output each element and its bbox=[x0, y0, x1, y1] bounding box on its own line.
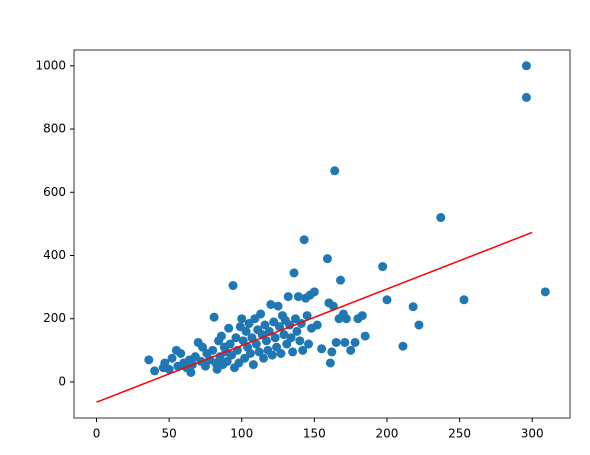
scatter-point bbox=[378, 262, 388, 272]
scatter-point bbox=[327, 347, 337, 357]
y-tick-label: 0 bbox=[58, 374, 66, 388]
scatter-point bbox=[540, 287, 550, 297]
scatter-point bbox=[248, 360, 258, 370]
scatter-point bbox=[382, 295, 392, 305]
scatter-point bbox=[261, 336, 271, 346]
scatter-point bbox=[245, 349, 255, 359]
scatter-point bbox=[200, 361, 210, 371]
scatter-point bbox=[317, 344, 327, 354]
scatter-point bbox=[398, 341, 408, 351]
scatter-point bbox=[331, 337, 341, 347]
scatter-point bbox=[209, 312, 219, 322]
scatter-point bbox=[293, 292, 303, 302]
scatter-point bbox=[270, 333, 280, 343]
scatter-point bbox=[304, 339, 314, 349]
scatter-point bbox=[357, 311, 367, 321]
y-tick-label: 600 bbox=[43, 185, 66, 199]
scatter-point bbox=[341, 314, 351, 324]
scatter-point bbox=[408, 302, 418, 312]
scatter-point bbox=[298, 345, 308, 355]
scatter-point bbox=[283, 292, 293, 302]
scatter-point bbox=[198, 342, 208, 352]
scatter-point bbox=[350, 337, 360, 347]
scatter-point bbox=[228, 281, 238, 291]
scatter-point bbox=[144, 355, 154, 365]
scatter-point bbox=[309, 287, 319, 297]
scatter-point bbox=[247, 333, 257, 343]
x-tick-label: 200 bbox=[376, 427, 399, 441]
scatter-point bbox=[346, 345, 356, 355]
scatter-point bbox=[275, 322, 285, 332]
scatter-point bbox=[459, 295, 469, 305]
y-tick-label: 1000 bbox=[35, 58, 66, 72]
scatter-point bbox=[288, 347, 298, 357]
scatter-point bbox=[292, 326, 302, 336]
scatter-point bbox=[436, 213, 446, 223]
scatter-point bbox=[286, 333, 296, 343]
scatter-point bbox=[237, 314, 247, 324]
scatter-point bbox=[266, 300, 276, 310]
x-tick-label: 50 bbox=[161, 427, 176, 441]
scatter-point bbox=[160, 358, 170, 368]
scatter-point bbox=[273, 301, 283, 311]
x-tick-label: 100 bbox=[230, 427, 253, 441]
scatter-point bbox=[222, 356, 232, 366]
x-tick-label: 250 bbox=[448, 427, 471, 441]
scatter-point bbox=[360, 331, 370, 341]
scatter-point bbox=[254, 347, 264, 357]
scatter-point bbox=[208, 345, 218, 355]
scatter-point bbox=[260, 320, 270, 330]
scatter-point bbox=[312, 320, 322, 330]
x-tick-label: 150 bbox=[303, 427, 326, 441]
scatter-point bbox=[176, 349, 186, 359]
fit-line bbox=[96, 231, 533, 403]
scatter-point bbox=[256, 309, 266, 319]
scatter-point bbox=[336, 275, 346, 285]
scatter-point bbox=[302, 311, 312, 321]
scatter-point bbox=[289, 268, 299, 278]
scatter-point bbox=[259, 353, 269, 363]
scatter-point bbox=[325, 358, 335, 368]
scatter-point bbox=[295, 336, 305, 346]
x-tick-label: 300 bbox=[521, 427, 544, 441]
y-tick-label: 400 bbox=[43, 248, 66, 262]
scatter-point bbox=[340, 337, 350, 347]
scatter-point bbox=[330, 166, 340, 176]
scatter-point bbox=[251, 339, 261, 349]
scatter-point bbox=[225, 339, 235, 349]
scatter-point bbox=[282, 339, 292, 349]
x-tick-label: 0 bbox=[93, 427, 101, 441]
scatter-point bbox=[224, 323, 234, 333]
scatter-point bbox=[299, 235, 309, 245]
plot-frame bbox=[73, 49, 571, 419]
scatter-point bbox=[150, 366, 160, 376]
scatter-point bbox=[414, 320, 424, 330]
y-tick-label: 800 bbox=[43, 122, 66, 136]
scatter-point bbox=[186, 367, 196, 377]
scatter-point bbox=[167, 353, 177, 363]
scatter-point bbox=[267, 350, 277, 360]
scatter-point bbox=[521, 61, 531, 71]
scatter-point bbox=[272, 342, 282, 352]
scatter-point bbox=[521, 92, 531, 102]
scatter-point bbox=[279, 330, 289, 340]
scatter-point bbox=[322, 254, 332, 264]
scatter-point bbox=[231, 333, 241, 343]
y-tick-label: 200 bbox=[43, 311, 66, 325]
scatter-point bbox=[216, 331, 226, 341]
scatter-point bbox=[164, 364, 174, 374]
scatter-point bbox=[241, 326, 251, 336]
scatter-point bbox=[238, 336, 248, 346]
scatter-point bbox=[276, 349, 286, 359]
